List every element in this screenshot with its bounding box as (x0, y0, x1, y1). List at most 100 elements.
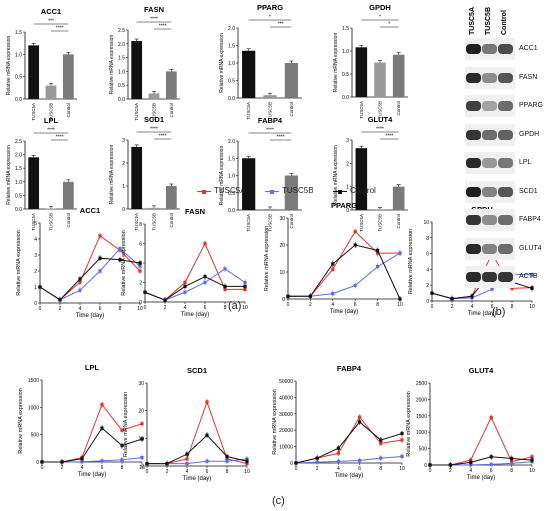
series-point-pparg-control (308, 294, 312, 298)
blot-band-gpdh-tusc5b (482, 129, 497, 140)
line-chart-xtick-label-acc1: 4 (79, 306, 82, 312)
series-point-pparg-control (286, 294, 290, 298)
line-chart-xtick-label-acc1: 6 (99, 306, 102, 312)
blot-row-label-pparg: PPARG (519, 102, 543, 109)
line-chart-xtick-label-lpl: 2 (61, 465, 64, 471)
legend-label-tusc5b: TUSC5B (282, 186, 314, 195)
series-point-lpl-tusc5a (120, 428, 124, 432)
series-point-lpl-control (80, 457, 84, 461)
line-chart-xtick-label-scd1: 0 (146, 469, 149, 475)
bar-category-label-fasn: TUSC5B (152, 103, 157, 121)
line-chart-xtick-label-pparg: 4 (331, 302, 334, 308)
series-point-glut4-control (530, 458, 534, 462)
line-chart-ytick-label-gpdh: 10 (423, 220, 429, 226)
line-chart-xtick-label-fabp4: 6 (358, 466, 361, 472)
line-chart-xtick-label-fabp4: 4 (337, 466, 340, 472)
blot-row-label-glut4: GLUT4 (519, 244, 542, 252)
blot-band-actb-tusc5b (482, 272, 497, 282)
line-chart-xtick-label-acc1: 0 (39, 306, 42, 312)
bar-chart-ytick-label-pparg: 0.0 (228, 96, 235, 102)
line-chart-xtick-label-lpl: 10 (139, 465, 145, 471)
significance-label-glut4: **** (376, 127, 384, 133)
line-chart-ytick-label-gpdh: 0 (426, 299, 429, 305)
bar-fabp4-tusc5b (263, 208, 277, 210)
bar-chart-ytick-label-glut4: 3 (346, 138, 349, 144)
bar-category-label-fasn: Control (169, 103, 174, 118)
line-chart-xtick-label-pparg: 6 (354, 302, 357, 308)
series-point-lpl-tusc5b (100, 459, 104, 463)
series-point-fabp4-control (379, 438, 383, 442)
series-point-acc1-tusc5a (98, 234, 102, 238)
significance-label-glut4: **** (385, 134, 393, 140)
significance-label-pparg: * (269, 15, 271, 21)
series-point-lpl-control (60, 460, 64, 464)
series-point-fabp4-tusc5a (336, 451, 340, 455)
line-chart-ylabel-glut4: Relative mRNA expression (406, 391, 412, 456)
series-point-gpdh-control (450, 297, 454, 301)
series-point-scd1-control (145, 462, 149, 466)
series-point-gpdh-tusc5b (490, 287, 494, 291)
bar-category-label-glut4: TUSC5B (378, 214, 383, 232)
line-chart-ytick-label-glut4: 2000 (416, 397, 427, 403)
line-chart-ytick-label-lpl: 1000 (28, 405, 39, 411)
bar-chart-ytick-label-gpdh: 1.0 (342, 49, 349, 55)
line-chart-title-acc1: ACC1 (80, 206, 100, 215)
series-point-glut4-control (510, 456, 514, 461)
bar-category-label-lpl: TUSC5B (49, 213, 54, 231)
legend-label-tusc5a: TUSC5A (214, 186, 246, 195)
bar-chart-ylabel-lpl: Relative mRNA expression (6, 145, 12, 205)
line-chart-xtick-label-fasn: 10 (242, 305, 248, 311)
bar-category-label-acc1: Control (66, 103, 71, 118)
bar-lpl-tusc5b (45, 208, 57, 209)
bar-pparg-control (284, 63, 298, 98)
blot-band-fabp4-tusc5a (466, 215, 481, 225)
series-line-glut4-control (430, 456, 533, 466)
bar-chart-ylabel-pparg: Relative mRNA expression (219, 33, 225, 93)
line-chart-xlabel-gpdh: Time (day) (468, 311, 496, 317)
bar-chart-title-gpdh: GPDH (369, 3, 391, 12)
line-chart-ytick-label-scd1: 10 (138, 436, 144, 442)
series-point-scd1-tusc5a (185, 457, 189, 461)
series-point-lpl-tusc5b (140, 456, 144, 460)
line-chart-xtick-label-scd1: 2 (166, 469, 169, 475)
blot-lane-label-control: Control (501, 10, 508, 35)
bar-chart-ytick-label-acc1: 0.0 (15, 97, 22, 103)
series-point-pparg-tusc5a (353, 229, 357, 234)
bar-chart-ylabel-gpdh: Relative mRNA expression (333, 33, 339, 93)
line-chart-ytick-label-acc1: 2 (34, 269, 37, 275)
series-point-acc1-tusc5a (78, 280, 82, 284)
blot-band-acc1-tusc5a (466, 44, 481, 54)
series-point-lpl-tusc5b (120, 458, 124, 462)
series-point-fasn-control (203, 275, 207, 279)
bar-category-label-acc1: TUSC5B (49, 103, 54, 121)
blot-band-fasn-tusc5b (482, 72, 497, 83)
bar-category-label-fasn: TUSC5A (134, 103, 139, 121)
line-chart-xtick-label-acc1: 8 (119, 306, 122, 312)
bar-chart-ytick-label-acc1: 0.5 (15, 75, 22, 81)
line-chart-ytick-label-fabp4: 30000 (279, 412, 293, 418)
line-chart-ytick-label-acc1: 5 (34, 221, 37, 227)
series-point-acc1-control (78, 277, 82, 281)
bar-chart-title-lpl: LPL (44, 116, 59, 125)
line-chart-xtick-label-fasn: 0 (144, 305, 147, 311)
series-point-scd1-control (165, 462, 169, 466)
bar-lpl-tusc5a (28, 157, 40, 209)
bar-chart-ytick-label-pparg: 1.5 (228, 44, 235, 50)
legend-marker-tusc5b (270, 189, 274, 194)
bar-chart-ytick-label-fabp4: 0.5 (228, 191, 235, 197)
bar-fasn-tusc5a (131, 41, 143, 99)
line-chart-ytick-label-scd1: 30 (138, 381, 144, 387)
line-chart-title-fasn: FASN (185, 207, 205, 216)
line-chart-ytick-label-fasn: 0 (139, 300, 142, 306)
bar-fasn-control (165, 71, 177, 99)
bar-chart-ytick-label-pparg: 0.5 (228, 79, 235, 85)
series-point-fabp4-tusc5b (315, 460, 319, 464)
line-chart-ytick-label-pparg: 10 (279, 270, 285, 276)
line-chart-ytick-label-fasn: 2 (139, 281, 142, 287)
blot-row-label-scd1: SCD1 (519, 187, 538, 195)
bar-chart-title-acc1: ACC1 (41, 7, 61, 16)
bar-chart-ytick-label-lpl: 0.5 (15, 193, 22, 199)
bar-chart-ytick-label-fasn: 1.5 (118, 56, 125, 62)
series-point-acc1-control (38, 285, 42, 289)
blot-row-actb (465, 266, 515, 288)
